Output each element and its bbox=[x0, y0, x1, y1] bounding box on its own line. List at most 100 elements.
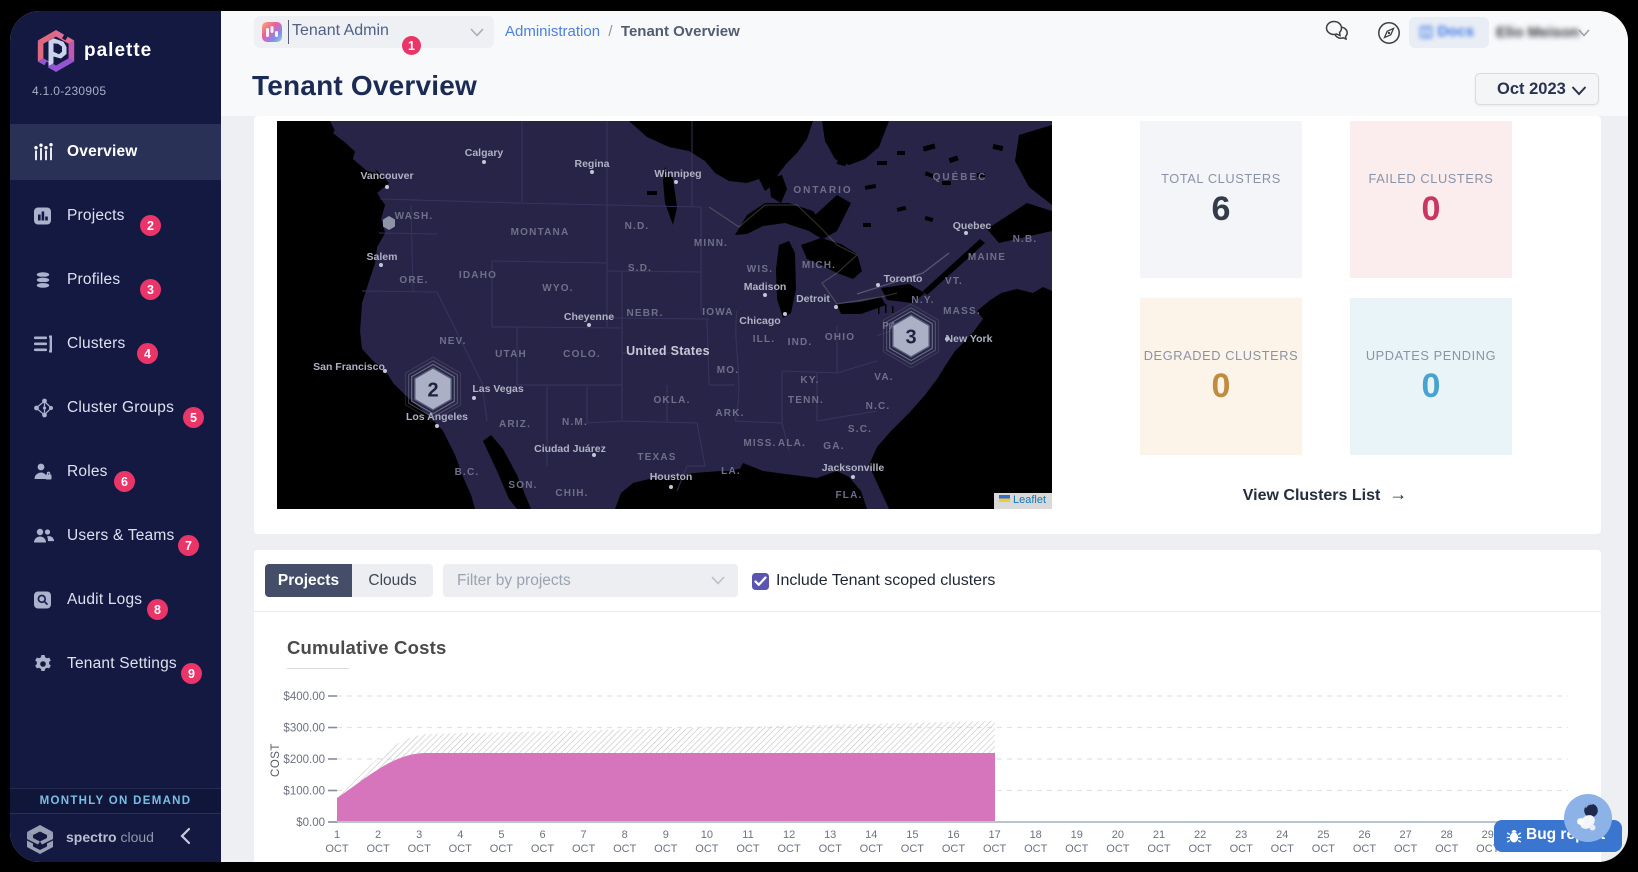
svg-text:OCT: OCT bbox=[1230, 843, 1254, 855]
svg-text:3: 3 bbox=[416, 829, 422, 841]
svg-text:OHIO: OHIO bbox=[825, 332, 855, 343]
svg-text:IND.: IND. bbox=[788, 337, 813, 348]
svg-text:$100.00: $100.00 bbox=[283, 786, 325, 798]
svg-text:2: 2 bbox=[375, 829, 381, 841]
svg-text:20: 20 bbox=[1112, 829, 1124, 841]
svg-text:FLA.: FLA. bbox=[835, 490, 862, 501]
svg-text:MO.: MO. bbox=[717, 365, 740, 376]
svg-text:OCT: OCT bbox=[613, 843, 637, 855]
svg-text:Vancouver: Vancouver bbox=[360, 170, 413, 182]
svg-text:Cheyenne: Cheyenne bbox=[564, 311, 614, 323]
svg-text:22: 22 bbox=[1194, 829, 1206, 841]
svg-text:OCT: OCT bbox=[777, 843, 801, 855]
svg-text:OCT: OCT bbox=[1106, 843, 1130, 855]
svg-text:S.C.: S.C. bbox=[848, 424, 872, 435]
svg-text:2: 2 bbox=[427, 380, 438, 402]
svg-text:14: 14 bbox=[865, 829, 877, 841]
svg-text:OCT: OCT bbox=[1394, 843, 1418, 855]
svg-text:ALA.: ALA. bbox=[778, 438, 806, 449]
svg-text:MICH.: MICH. bbox=[802, 260, 836, 271]
svg-text:Houston: Houston bbox=[650, 471, 693, 483]
svg-text:OCT: OCT bbox=[325, 843, 349, 855]
svg-text:Jacksonville: Jacksonville bbox=[822, 462, 885, 474]
svg-text:OCT: OCT bbox=[983, 843, 1007, 855]
svg-text:COST: COST bbox=[270, 743, 282, 777]
svg-text:OCT: OCT bbox=[654, 843, 678, 855]
svg-text:TEXAS: TEXAS bbox=[637, 452, 676, 463]
svg-text:23: 23 bbox=[1235, 829, 1247, 841]
svg-text:Chicago: Chicago bbox=[739, 315, 780, 327]
svg-text:19: 19 bbox=[1071, 829, 1083, 841]
svg-text:13: 13 bbox=[824, 829, 836, 841]
svg-text:29: 29 bbox=[1482, 829, 1494, 841]
svg-text:New York: New York bbox=[946, 333, 993, 345]
svg-text:ORE.: ORE. bbox=[399, 275, 428, 286]
svg-text:9: 9 bbox=[663, 829, 669, 841]
svg-text:OKLA.: OKLA. bbox=[653, 395, 690, 406]
svg-text:MONTANA: MONTANA bbox=[511, 227, 570, 238]
svg-text:Detroit: Detroit bbox=[796, 293, 830, 305]
svg-text:OCT: OCT bbox=[449, 843, 473, 855]
svg-text:COLO.: COLO. bbox=[563, 349, 601, 360]
svg-text:27: 27 bbox=[1399, 829, 1411, 841]
svg-text:21: 21 bbox=[1153, 829, 1165, 841]
svg-text:IOWA: IOWA bbox=[702, 307, 733, 318]
svg-text:WYO.: WYO. bbox=[542, 283, 573, 294]
svg-text:OCT: OCT bbox=[531, 843, 555, 855]
svg-text:$300.00: $300.00 bbox=[283, 723, 325, 735]
svg-text:OCT: OCT bbox=[942, 843, 966, 855]
svg-text:3: 3 bbox=[905, 327, 916, 349]
svg-text:15: 15 bbox=[906, 829, 918, 841]
svg-text:ILL.: ILL. bbox=[753, 334, 776, 345]
svg-text:7: 7 bbox=[581, 829, 587, 841]
svg-text:OCT: OCT bbox=[1435, 843, 1459, 855]
svg-text:18: 18 bbox=[1030, 829, 1042, 841]
svg-text:$400.00: $400.00 bbox=[283, 691, 325, 703]
svg-text:10: 10 bbox=[701, 829, 713, 841]
svg-text:San Francisco: San Francisco bbox=[313, 361, 385, 373]
svg-text:ARIZ.: ARIZ. bbox=[499, 419, 531, 430]
svg-text:Toronto: Toronto bbox=[884, 273, 923, 285]
svg-text:OCT: OCT bbox=[408, 843, 432, 855]
svg-text:Winnipeg: Winnipeg bbox=[654, 168, 701, 180]
svg-text:GA.: GA. bbox=[823, 441, 844, 452]
svg-text:1: 1 bbox=[334, 829, 340, 841]
svg-text:OCT: OCT bbox=[490, 843, 514, 855]
svg-text:N.Y.: N.Y. bbox=[911, 295, 934, 306]
svg-text:Regina: Regina bbox=[574, 158, 609, 170]
svg-text:OCT: OCT bbox=[860, 843, 884, 855]
svg-text:Quebec: Quebec bbox=[953, 220, 992, 232]
svg-text:OCT: OCT bbox=[1312, 843, 1336, 855]
svg-text:OCT: OCT bbox=[1065, 843, 1089, 855]
svg-text:TENN.: TENN. bbox=[788, 395, 824, 406]
svg-text:QUÉBEC: QUÉBEC bbox=[933, 170, 988, 183]
svg-text:S.D.: S.D. bbox=[628, 263, 652, 274]
svg-text:OCT: OCT bbox=[1147, 843, 1171, 855]
svg-text:UTAH: UTAH bbox=[495, 349, 527, 360]
svg-text:Calgary: Calgary bbox=[465, 147, 504, 159]
svg-text:IDAHO: IDAHO bbox=[459, 270, 497, 281]
svg-text:Madison: Madison bbox=[744, 281, 787, 293]
svg-text:8: 8 bbox=[622, 829, 628, 841]
svg-text:MISS.: MISS. bbox=[743, 438, 776, 449]
svg-text:United States: United States bbox=[626, 344, 710, 358]
svg-text:ONTARIO: ONTARIO bbox=[793, 185, 852, 196]
svg-text:OCT: OCT bbox=[1476, 843, 1500, 855]
svg-text:N.M.: N.M. bbox=[562, 417, 588, 428]
svg-text:VA.: VA. bbox=[874, 372, 894, 383]
svg-text:KY.: KY. bbox=[800, 375, 819, 386]
svg-text:OCT: OCT bbox=[1188, 843, 1212, 855]
svg-text:OCT: OCT bbox=[1353, 843, 1377, 855]
svg-text:5: 5 bbox=[498, 829, 504, 841]
svg-text:NEBR.: NEBR. bbox=[626, 308, 663, 319]
svg-text:12: 12 bbox=[783, 829, 795, 841]
svg-text:N.B.: N.B. bbox=[1013, 234, 1038, 245]
svg-text:NEV.: NEV. bbox=[439, 336, 466, 347]
svg-text:OCT: OCT bbox=[366, 843, 390, 855]
svg-text:4: 4 bbox=[457, 829, 463, 841]
svg-text:B.C.: B.C. bbox=[455, 467, 480, 478]
svg-text:Las Vegas: Las Vegas bbox=[472, 383, 524, 395]
svg-text:VT.: VT. bbox=[945, 276, 963, 287]
svg-text:MASS.: MASS. bbox=[943, 306, 981, 317]
svg-text:16: 16 bbox=[947, 829, 959, 841]
